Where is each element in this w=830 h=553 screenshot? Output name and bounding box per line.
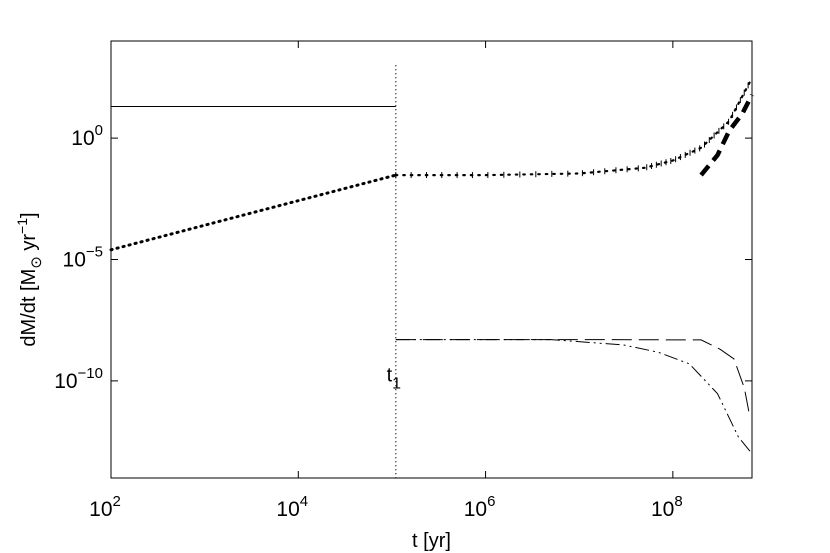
y-tick-label: 10−5 [63, 244, 103, 272]
t1-annotation: t1 [387, 365, 402, 393]
series-line-dashed-thick [699, 93, 754, 177]
y-tick-label: 100 [71, 122, 103, 150]
tick-layer: 102 104 106 108 100 10−5 10−10 [54, 41, 752, 521]
x-tick-label: 108 [651, 493, 683, 521]
x-tick-label: 102 [89, 493, 121, 521]
series-line-dashed [395, 339, 753, 419]
y-tick-label: 10−10 [54, 365, 103, 393]
series-line-dotted-plus [394, 76, 754, 177]
y-axis-label: dM/dt [M⊙ yr−1] [14, 212, 45, 346]
series-line-dotted-thick [109, 173, 398, 252]
series-line-dashdot [395, 339, 753, 455]
series-layer [109, 74, 754, 455]
x-axis-label: t [yr] [412, 530, 451, 552]
x-tick-label: 106 [464, 493, 496, 521]
x-tick-label: 104 [276, 493, 308, 521]
